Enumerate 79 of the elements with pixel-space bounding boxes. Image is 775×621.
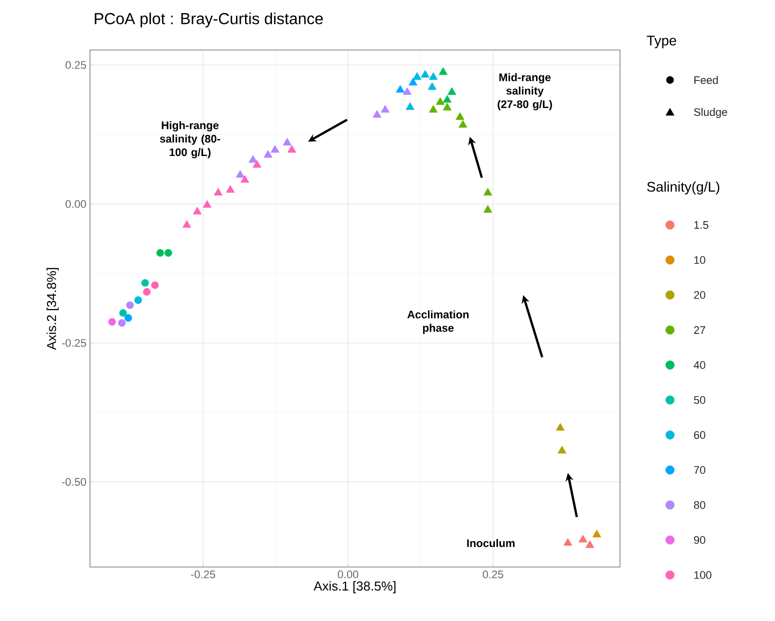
- point: [214, 188, 223, 196]
- point: [412, 72, 422, 80]
- point: [226, 185, 235, 193]
- point: [236, 170, 245, 178]
- point: [124, 314, 132, 322]
- chart-title: PCoA plot : Bray-Curtis distance: [94, 12, 323, 28]
- y-axis-title: Axis.2 [34.8%]: [46, 268, 59, 350]
- point: [436, 97, 445, 105]
- legend-label: 70: [694, 466, 706, 474]
- point: [442, 95, 452, 103]
- legend-label: 20: [694, 291, 706, 299]
- point: [428, 72, 438, 80]
- text: Type: [646, 36, 676, 48]
- x-tick-label: 0.00: [338, 570, 358, 578]
- point: [240, 175, 250, 183]
- legend-label: 40: [694, 361, 706, 369]
- point: [592, 530, 602, 538]
- point: [578, 534, 588, 542]
- y-tick-label: 0.00: [66, 200, 86, 208]
- legend-label: 10: [694, 256, 706, 264]
- point: [287, 145, 296, 153]
- point: [282, 138, 292, 146]
- legend-label: Feed: [694, 76, 718, 84]
- point: [248, 155, 258, 163]
- y-tick-label: 0.25: [66, 61, 86, 69]
- point: [380, 105, 390, 113]
- y-tick-label: -0.50: [62, 478, 86, 486]
- point: [202, 200, 212, 208]
- point: [420, 70, 430, 78]
- point: [164, 249, 172, 257]
- legend-label: 100: [694, 571, 712, 579]
- point: [586, 540, 594, 548]
- point: [143, 288, 151, 296]
- annotation: Mid-range salinity (27-80 g/L): [498, 73, 552, 110]
- point: [458, 120, 468, 128]
- point: [408, 78, 418, 86]
- point: [126, 301, 134, 309]
- point: [556, 423, 565, 431]
- annotation: High-range salinity (80-100 g/L): [160, 121, 220, 158]
- point: [483, 205, 492, 213]
- annotation: Acclimation phase: [407, 310, 469, 334]
- point: [402, 87, 412, 95]
- point: [563, 538, 572, 546]
- x-tick-label: -0.25: [191, 570, 216, 578]
- point: [182, 220, 192, 228]
- point: [438, 67, 448, 75]
- point: [151, 281, 159, 289]
- point: [141, 279, 149, 287]
- point: [442, 102, 452, 110]
- legend-label: Sludge: [694, 108, 728, 118]
- legend-label: 50: [694, 396, 706, 404]
- legend-title: Salinity(g/L): [647, 181, 720, 194]
- point: [119, 309, 127, 317]
- y-tick-label: -0.25: [62, 339, 86, 347]
- point: [252, 160, 262, 168]
- legend-label: 27: [694, 326, 706, 334]
- x-axis-title: Axis.1 [38.5%]: [314, 581, 396, 594]
- point: [264, 150, 272, 158]
- point: [396, 85, 405, 93]
- point: [447, 87, 456, 95]
- point: [270, 145, 280, 153]
- point: [428, 105, 438, 113]
- legend-label: 90: [694, 536, 706, 544]
- point: [118, 319, 126, 327]
- point: [156, 249, 164, 257]
- point: [192, 206, 202, 214]
- point: [372, 110, 382, 118]
- point: [483, 188, 492, 196]
- point: [134, 296, 142, 304]
- legend-label: 1.5: [694, 221, 708, 229]
- annotation: Inoculum: [467, 539, 515, 548]
- point: [108, 318, 116, 326]
- point: [558, 446, 566, 454]
- x-tick-label: 0.25: [482, 570, 504, 578]
- legend-label: 60: [694, 431, 706, 439]
- point: [406, 102, 414, 110]
- point: [456, 112, 464, 120]
- legend-label: 80: [694, 501, 706, 509]
- point: [428, 82, 436, 90]
